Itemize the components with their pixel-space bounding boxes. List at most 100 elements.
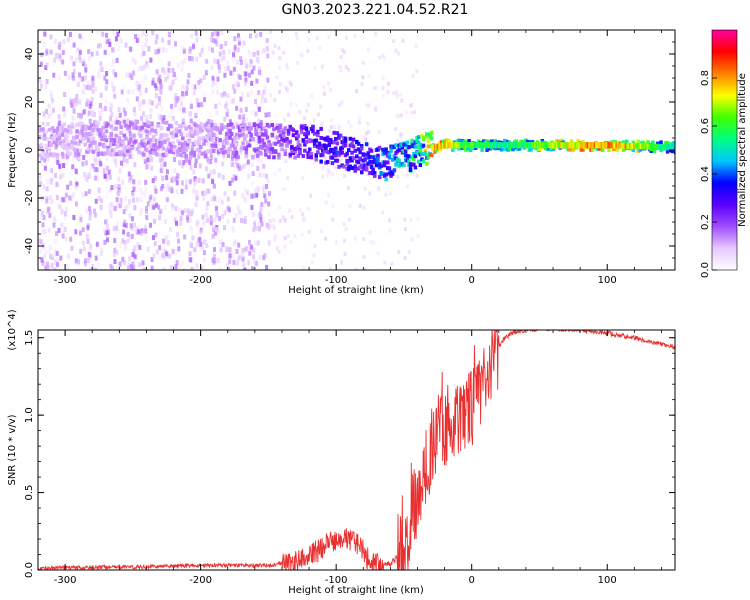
heatmap-cell [388, 156, 392, 160]
heatmap-cell [55, 231, 58, 236]
heatmap-cell [205, 166, 208, 171]
heatmap-cell [259, 255, 262, 260]
heatmap-cell [106, 39, 109, 44]
heatmap-cell [45, 249, 48, 254]
heatmap-cell [362, 237, 365, 241]
heatmap-cell [104, 50, 107, 55]
heatmap-cell [254, 188, 257, 193]
heatmap-cell [362, 255, 365, 259]
heatmap-cell [151, 122, 154, 127]
heatmap-cell [276, 246, 279, 250]
heatmap-cell [327, 193, 330, 197]
heatmap-cell [188, 56, 191, 61]
heatmap-cell [126, 204, 129, 209]
heatmap-cell [180, 101, 183, 106]
heatmap-cell [227, 66, 230, 71]
heatmap-cell [340, 68, 343, 72]
heatmap-cell [132, 179, 135, 184]
heatmap-cell [172, 80, 175, 85]
heatmap-cell [67, 37, 70, 42]
heatmap-cell [130, 226, 133, 231]
heatmap-cell [42, 222, 45, 227]
heatmap-cell [241, 141, 245, 145]
heatmap-cell [144, 147, 148, 151]
heatmap-cell [227, 154, 231, 158]
heatmap-cell [128, 213, 131, 218]
heatmap-cell [234, 82, 237, 87]
heatmap-cell [71, 164, 74, 169]
heatmap-cell [193, 247, 196, 252]
heatmap-cell [182, 92, 185, 97]
heatmap-cell [224, 191, 227, 196]
heatmap-cell [123, 157, 126, 162]
heatmap-cell [301, 176, 304, 180]
heatmap-cell [212, 38, 215, 43]
heatmap-cell [83, 172, 86, 177]
heatmap-cell [243, 219, 246, 224]
heatmap-cell [249, 34, 252, 39]
heatmap-cell [215, 42, 218, 47]
heatmap-cell [310, 94, 313, 98]
heatmap-cell [407, 154, 411, 158]
heatmap-cell [131, 89, 134, 94]
heatmap-cell [41, 161, 44, 166]
heatmap-cell [265, 184, 268, 189]
heatmap-cell [430, 136, 434, 140]
heatmap-cell [233, 36, 236, 41]
heatmap-cell [247, 174, 250, 179]
heatmap-cell [210, 113, 213, 118]
heatmap-cell [211, 32, 214, 37]
heatmap-cell [348, 217, 351, 221]
heatmap-cell [195, 57, 198, 62]
heatmap-cell [228, 254, 231, 259]
heatmap-cell [350, 151, 354, 155]
heatmap-cell [283, 118, 286, 122]
heatmap-cell [158, 137, 162, 141]
heatmap-cell [94, 176, 97, 181]
heatmap-cell [96, 152, 99, 157]
heatmap-cell [141, 79, 144, 84]
heatmap-cell [195, 190, 198, 195]
heatmap-cell [396, 94, 399, 98]
heatmap-cell [170, 131, 174, 135]
heatmap-cell [340, 55, 343, 59]
heatmap-cell [184, 208, 187, 213]
heatmap-cell [41, 152, 45, 156]
heatmap-cell [46, 79, 49, 84]
heatmap-cell [83, 247, 86, 252]
heatmap-cell [354, 169, 358, 173]
heatmap-cell [266, 136, 270, 140]
heatmap-cell [75, 123, 79, 127]
heatmap-cell [173, 157, 176, 162]
heatmap-cell [113, 238, 116, 243]
heatmap-cell [113, 139, 117, 143]
heatmap-cell [160, 107, 163, 112]
heatmap-cell [131, 192, 134, 197]
heatmap-cell [338, 103, 341, 107]
heatmap-cell [292, 128, 296, 132]
heatmap-cell [72, 193, 75, 198]
snr-series-line [38, 330, 675, 570]
heatmap-cell [290, 102, 293, 106]
heatmap-cell [196, 242, 199, 247]
heatmap-cell [120, 161, 123, 166]
heatmap-cell [61, 209, 64, 214]
heatmap-cell [363, 206, 366, 210]
heatmap-cell [234, 47, 237, 52]
heatmap-cell [150, 157, 153, 162]
heatmap-cell [62, 173, 65, 178]
heatmap-cell [149, 223, 152, 228]
heatmap-cell [69, 32, 72, 37]
heatmap-cell [211, 197, 214, 202]
heatmap-cell [95, 256, 98, 261]
colorbar-tick-label: 0.0 [700, 262, 711, 278]
heatmap-cell [269, 219, 272, 223]
heatmap-cell [334, 147, 338, 151]
heatmap-cell [139, 134, 143, 138]
heatmap-cell [331, 156, 335, 160]
heatmap-cell [340, 260, 343, 264]
heatmap-cell [139, 197, 142, 202]
heatmap-cell [252, 212, 255, 217]
heatmap-cell [199, 163, 202, 168]
heatmap-cell [157, 78, 160, 83]
